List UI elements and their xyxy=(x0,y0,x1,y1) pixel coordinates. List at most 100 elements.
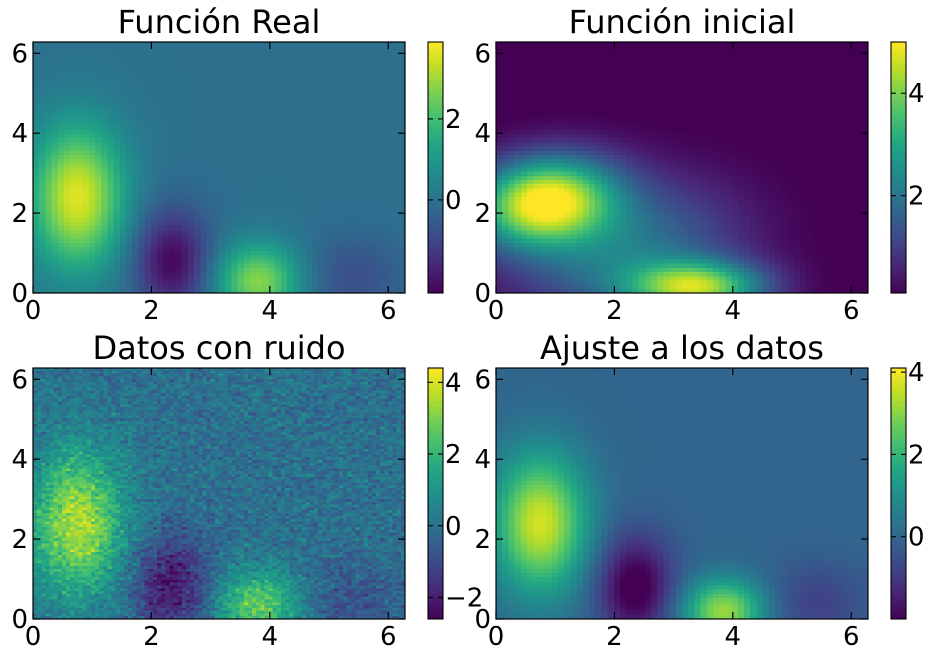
heatmap-cell xyxy=(250,200,257,206)
heatmap-cell xyxy=(107,150,115,156)
heatmap-cell xyxy=(620,67,627,72)
heatmap-cell xyxy=(95,146,102,152)
heatmap-cell xyxy=(855,62,863,68)
heatmap-cell xyxy=(312,184,319,190)
heatmap-cell xyxy=(200,192,208,198)
heatmap-cell xyxy=(70,267,77,273)
heatmap-cell xyxy=(576,67,584,72)
heatmap-cell xyxy=(793,96,801,102)
heatmap-cell xyxy=(119,175,127,181)
heatmap-cell xyxy=(398,125,406,131)
heatmap-cell xyxy=(132,96,139,102)
heatmap-cell xyxy=(386,125,394,131)
heatmap-cell xyxy=(632,100,640,106)
heatmap-cell xyxy=(101,146,108,152)
heatmap-cell xyxy=(355,259,363,265)
heatmap-cell xyxy=(76,92,84,97)
heatmap-cell xyxy=(694,67,702,72)
heatmap-cell xyxy=(64,42,71,47)
heatmap-cell xyxy=(830,88,838,93)
heatmap-cell xyxy=(274,154,282,160)
heatmap-cell xyxy=(651,46,658,51)
heatmap-cell xyxy=(508,100,516,106)
heatmap-cell xyxy=(262,117,270,123)
heatmap-cell xyxy=(88,209,96,215)
heatmap-cell xyxy=(76,205,84,210)
heatmap-cell xyxy=(539,96,547,102)
heatmap-cell xyxy=(76,238,84,244)
heatmap-cell xyxy=(545,88,553,93)
heatmap-cell xyxy=(150,54,158,60)
heatmap-cell xyxy=(520,88,528,93)
heatmap-cell xyxy=(336,50,344,56)
heatmap-cell xyxy=(231,163,239,169)
heatmap-cell xyxy=(293,230,301,236)
heatmap-cell xyxy=(163,96,170,102)
heatmap-cell xyxy=(219,272,226,277)
heatmap-cell xyxy=(237,146,245,152)
heatmap-cell xyxy=(150,79,158,85)
heatmap-cell xyxy=(268,146,276,152)
heatmap-cell xyxy=(398,104,406,110)
heatmap-cell xyxy=(175,251,183,256)
heatmap-cell xyxy=(76,71,84,77)
heatmap-cell xyxy=(225,92,232,97)
heatmap-cell xyxy=(349,154,356,160)
heatmap-cell xyxy=(51,163,59,169)
colorbar-step xyxy=(428,234,443,240)
heatmap-cell xyxy=(520,104,528,110)
heatmap-cell xyxy=(527,79,534,85)
heatmap-cell xyxy=(163,83,170,89)
heatmap-cell xyxy=(706,108,714,114)
heatmap-cell xyxy=(188,96,195,102)
heatmap-cell xyxy=(564,88,571,93)
heatmap-cell xyxy=(355,129,363,135)
heatmap-cell xyxy=(613,75,621,81)
heatmap-cell xyxy=(336,238,344,244)
heatmap-cell xyxy=(231,192,239,198)
heatmap-cell xyxy=(101,226,108,231)
heatmap-cell xyxy=(163,159,170,164)
heatmap-cell xyxy=(250,272,257,277)
heatmap-cell xyxy=(830,42,838,47)
heatmap-cell xyxy=(206,251,214,256)
heatmap-cell xyxy=(700,54,708,60)
heatmap-cell xyxy=(750,79,757,85)
heatmap-cell xyxy=(51,50,59,56)
heatmap-cell xyxy=(508,121,516,127)
heatmap-cell xyxy=(231,280,239,286)
heatmap-cell xyxy=(150,280,158,286)
heatmap-cell xyxy=(250,113,257,118)
colorbar-step xyxy=(428,125,443,131)
heatmap-cell xyxy=(669,113,677,118)
colorbar-step xyxy=(428,104,443,110)
heatmap-cell xyxy=(551,108,559,114)
heatmap-cell xyxy=(330,108,338,114)
heatmap-cell xyxy=(374,230,381,236)
heatmap-cell xyxy=(539,100,547,106)
heatmap-cell xyxy=(107,104,115,110)
heatmap-cell xyxy=(613,83,621,89)
heatmap-cell xyxy=(237,154,245,160)
heatmap-cell xyxy=(107,58,115,64)
heatmap-cell xyxy=(181,75,189,81)
heatmap-cell xyxy=(361,121,369,127)
heatmap-cell xyxy=(781,117,788,123)
heatmap-cell xyxy=(64,121,71,127)
heatmap-cell xyxy=(582,129,590,135)
heatmap-cell xyxy=(343,188,350,194)
heatmap-cell xyxy=(818,96,826,102)
heatmap-cell xyxy=(113,251,121,256)
heatmap-cell xyxy=(33,108,40,114)
heatmap-cell xyxy=(570,62,578,68)
heatmap-cell xyxy=(39,92,46,97)
heatmap-cell xyxy=(150,226,158,231)
heatmap-cell xyxy=(107,50,115,56)
heatmap-cell xyxy=(45,284,53,290)
heatmap-cell xyxy=(312,200,319,206)
heatmap-cell xyxy=(181,276,189,282)
heatmap-cell xyxy=(107,92,115,97)
heatmap-cell xyxy=(324,284,332,290)
heatmap-cell xyxy=(336,259,344,265)
heatmap-cell xyxy=(355,96,363,102)
